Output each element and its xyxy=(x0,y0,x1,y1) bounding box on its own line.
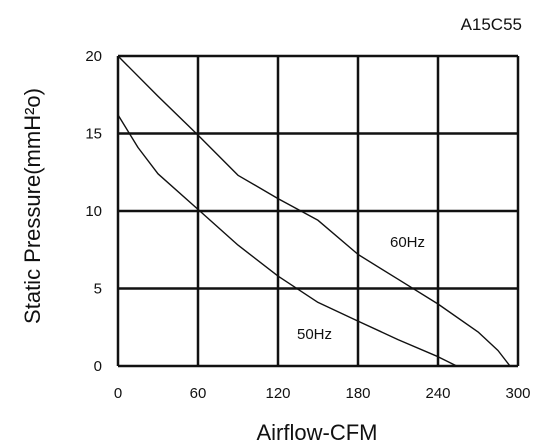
series-line-60hz xyxy=(117,55,511,367)
y-tick-label: 20 xyxy=(85,48,102,65)
x-tick-label: 180 xyxy=(345,385,370,402)
series-group xyxy=(117,55,511,367)
y-tick-label: 0 xyxy=(94,358,102,375)
x-tick-label: 120 xyxy=(265,385,290,402)
y-axis-title: Static Pressure(mmH²o) xyxy=(20,88,45,324)
y-tick-label: 10 xyxy=(85,203,102,220)
x-tick-label: 240 xyxy=(425,385,450,402)
x-tick-label: 300 xyxy=(505,385,530,402)
y-tick-label: 15 xyxy=(85,126,102,143)
grid xyxy=(116,54,520,368)
series-label-50hz: 50Hz xyxy=(297,326,332,343)
x-tick-label: 0 xyxy=(114,385,122,402)
series-line-50hz xyxy=(117,114,458,367)
series-label-60hz: 60Hz xyxy=(390,234,425,251)
y-tick-label: 5 xyxy=(94,281,102,298)
tick-labels: 0 60 120 180 240 300 0 5 10 15 20 xyxy=(85,48,530,402)
x-axis-title: Airflow-CFM xyxy=(257,420,378,445)
model-label: A15C55 xyxy=(461,15,522,34)
x-tick-label: 60 xyxy=(190,385,207,402)
